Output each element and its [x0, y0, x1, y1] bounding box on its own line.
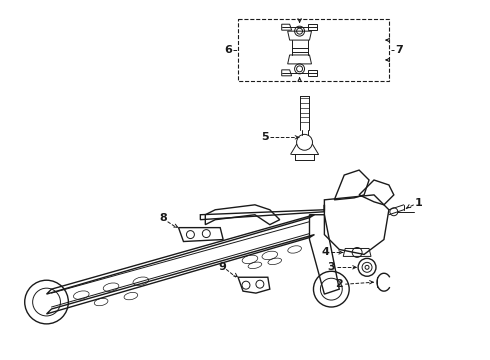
Text: 1: 1	[415, 198, 422, 208]
Text: 5: 5	[261, 132, 269, 142]
Text: 7: 7	[395, 45, 403, 55]
Text: 9: 9	[218, 262, 226, 272]
Text: 8: 8	[160, 213, 168, 223]
Text: 3: 3	[327, 262, 335, 272]
Text: 2: 2	[335, 279, 343, 289]
Bar	[238, 19, 389, 81]
Text: 4: 4	[321, 247, 329, 257]
Text: 6: 6	[224, 45, 232, 55]
